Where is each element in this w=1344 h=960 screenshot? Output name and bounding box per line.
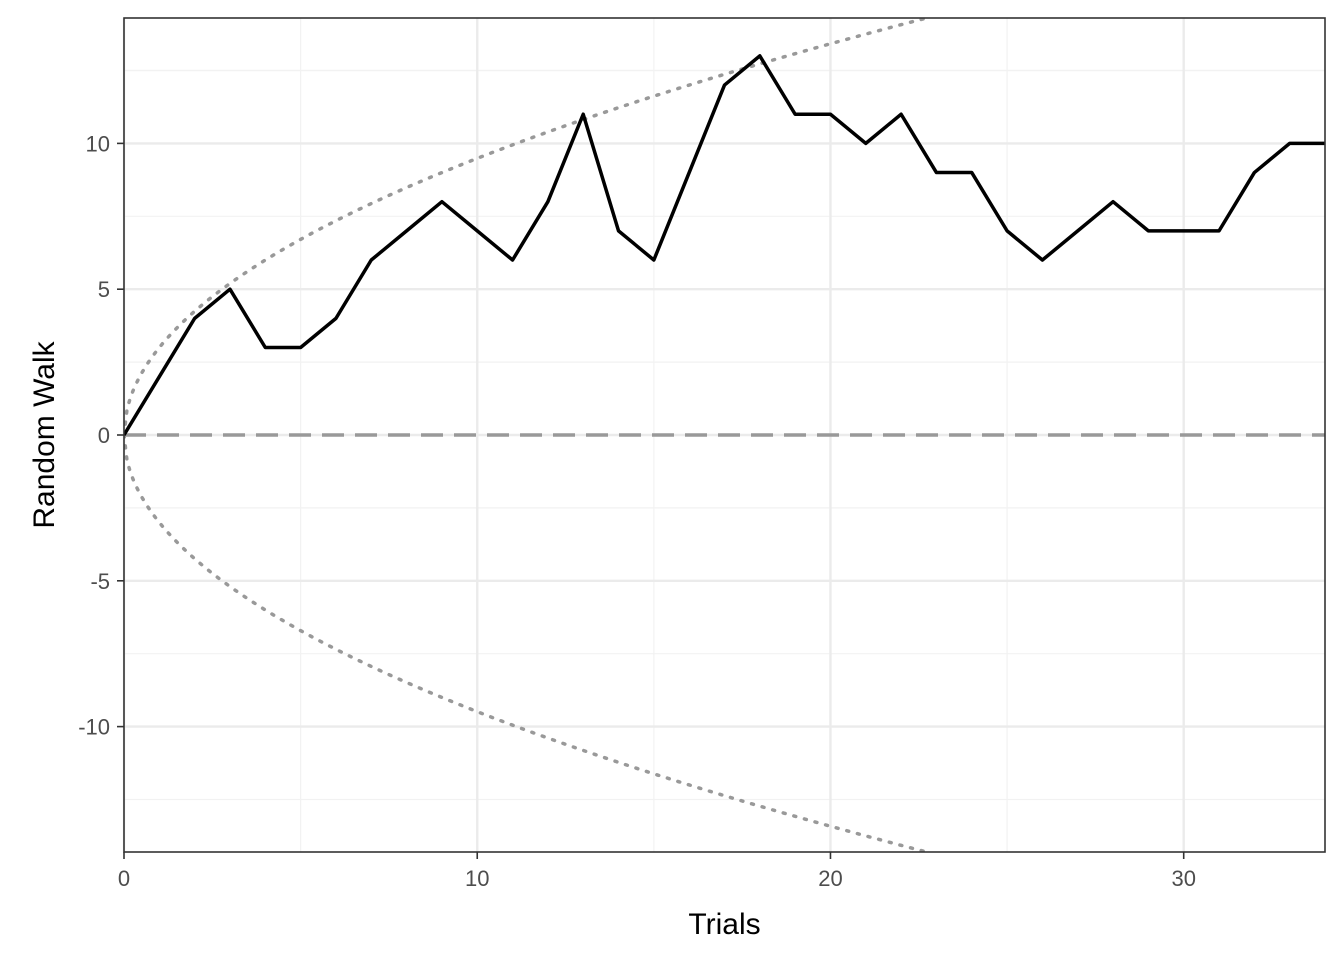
- x-tick-label: 20: [818, 866, 842, 891]
- random-walk-line: [124, 54, 1325, 436]
- reference-lines: [124, 18, 1325, 852]
- y-axis-title: Random Walk: [28, 340, 61, 528]
- axis-ticks: 0 10 20 30 -10 -5 0 5 10: [78, 131, 1196, 891]
- x-tick-label: 0: [118, 866, 130, 891]
- y-tick-label: -10: [78, 715, 110, 740]
- x-axis-title: Trials: [688, 908, 760, 941]
- y-tick-label: 10: [86, 131, 110, 156]
- x-tick-label: 30: [1171, 866, 1195, 891]
- y-tick-label: 0: [98, 423, 110, 448]
- x-tick-label: 10: [465, 866, 489, 891]
- y-tick-label: 5: [98, 277, 110, 302]
- y-tick-label: -5: [90, 569, 110, 594]
- series-lines: [124, 54, 1325, 436]
